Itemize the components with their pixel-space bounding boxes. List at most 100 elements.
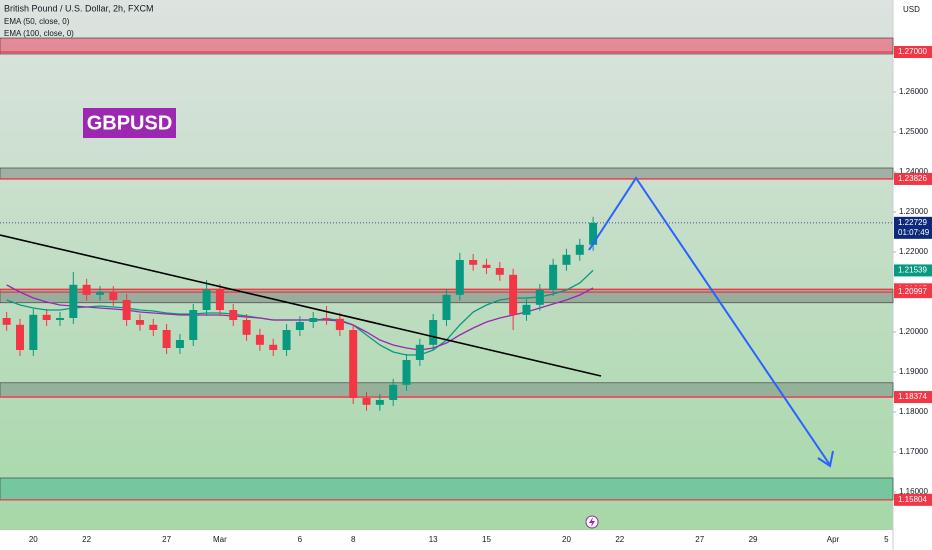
candle-body <box>122 300 131 320</box>
level-label-box <box>894 493 932 506</box>
candle-body <box>295 322 304 330</box>
candle-body <box>215 290 224 310</box>
zone <box>0 167 894 180</box>
candle-body <box>269 344 278 350</box>
annotation-text: GBPUSD <box>87 112 173 134</box>
level-label: 1.20997 <box>898 287 927 296</box>
candle-body <box>402 360 411 385</box>
candle-body <box>589 222 598 245</box>
candle-body <box>535 290 544 305</box>
x-tick-label: 29 <box>749 535 758 544</box>
level-label-box <box>894 46 932 58</box>
candle-body <box>375 400 384 405</box>
candle-body <box>442 294 451 320</box>
arrow-head <box>817 450 834 468</box>
currency-label: USD <box>903 5 920 14</box>
level-label: 1.23826 <box>898 174 927 183</box>
y-tick-label: 1.17000 <box>899 447 928 456</box>
y-tick-label: 1.19000 <box>899 367 928 376</box>
level-label-box <box>894 391 932 404</box>
time-axis-background <box>0 530 893 550</box>
y-tick-label: 1.26000 <box>899 87 928 96</box>
candle-body <box>42 314 51 320</box>
y-tick-label: 1.24000 <box>899 167 928 176</box>
x-tick-label: 8 <box>351 535 356 544</box>
candle-body <box>322 318 331 319</box>
last-price-label: 1.22729 <box>898 218 927 227</box>
x-tick-label: 20 <box>29 535 38 544</box>
candle-body <box>522 304 531 315</box>
candle-body <box>149 324 158 330</box>
level-label: 1.27000 <box>898 47 927 56</box>
y-tick-label: 1.22000 <box>899 247 928 256</box>
x-tick-label: 20 <box>562 535 571 544</box>
candle-body <box>255 334 264 345</box>
level-label: 1.15804 <box>898 495 927 504</box>
candle-body <box>55 318 64 320</box>
candle-body <box>109 292 118 300</box>
candle-body <box>162 330 171 348</box>
level-label: 1.18374 <box>898 392 927 401</box>
candle-body <box>549 264 558 290</box>
candle-body <box>242 320 251 335</box>
candle-body <box>349 330 358 398</box>
annotation-box <box>83 108 176 138</box>
x-tick-label: 22 <box>615 535 624 544</box>
candle-body <box>429 320 438 345</box>
events-icon-bolt <box>589 517 595 527</box>
candle-body <box>2 318 11 325</box>
ema-label: 1.21539 <box>898 266 927 275</box>
candles <box>2 216 598 411</box>
y-tick-label: 1.20000 <box>899 327 928 336</box>
candle-body <box>69 284 78 318</box>
candle-body <box>189 310 198 340</box>
candle-body <box>495 268 504 275</box>
x-tick-label: 22 <box>82 535 91 544</box>
legend-entry: EMA (50, close, 0) <box>4 17 70 26</box>
axes: 1.26000 1.25000 1.24000 1.23000 1.22000 1.200… <box>29 46 932 544</box>
candle-body <box>482 264 491 268</box>
candle-body <box>335 318 344 330</box>
candle-body <box>562 254 571 265</box>
x-tick-label: Mar <box>213 535 227 544</box>
zone <box>0 382 894 398</box>
zone <box>0 477 894 501</box>
x-tick-label: Apr <box>827 535 840 544</box>
candle-body <box>175 340 184 348</box>
plot-background <box>0 0 893 530</box>
last-price-box <box>894 216 932 239</box>
candle-body <box>82 284 91 295</box>
candle-body <box>389 384 398 400</box>
ema-label-box <box>894 264 932 277</box>
candle-body <box>282 330 291 350</box>
level-label-box <box>894 286 932 299</box>
chart-title: British Pound / U.S. Dollar, 2h, FXCM <box>4 3 154 13</box>
y-tick-label: 1.18000 <box>899 407 928 416</box>
x-tick-label: 5 <box>884 535 889 544</box>
x-tick-label: 27 <box>162 535 171 544</box>
trend-line <box>0 234 602 377</box>
candle-body <box>229 310 238 320</box>
candle-body <box>509 274 518 315</box>
candle-body <box>415 344 424 360</box>
x-tick-label: 27 <box>695 535 704 544</box>
candle-body <box>309 318 318 322</box>
candle-body <box>469 260 478 265</box>
candle-body <box>29 314 38 350</box>
projection-arrow <box>588 176 831 466</box>
x-tick-label: 13 <box>429 535 438 544</box>
levels <box>0 51 893 501</box>
y-tick-label: 1.23000 <box>899 207 928 216</box>
y-tick-label: 1.25000 <box>899 127 928 136</box>
candle-body <box>455 260 464 295</box>
countdown-label: 01:07:49 <box>898 228 930 237</box>
level-label-box <box>894 172 932 185</box>
zone <box>0 37 894 55</box>
x-tick-label: 6 <box>298 535 303 544</box>
x-tick-label: 15 <box>482 535 491 544</box>
y-tick-label: 1.16000 <box>899 487 928 496</box>
legend-entry: EMA (100, close, 0) <box>4 29 74 38</box>
candle-body <box>95 292 104 295</box>
candle-body <box>362 398 371 405</box>
